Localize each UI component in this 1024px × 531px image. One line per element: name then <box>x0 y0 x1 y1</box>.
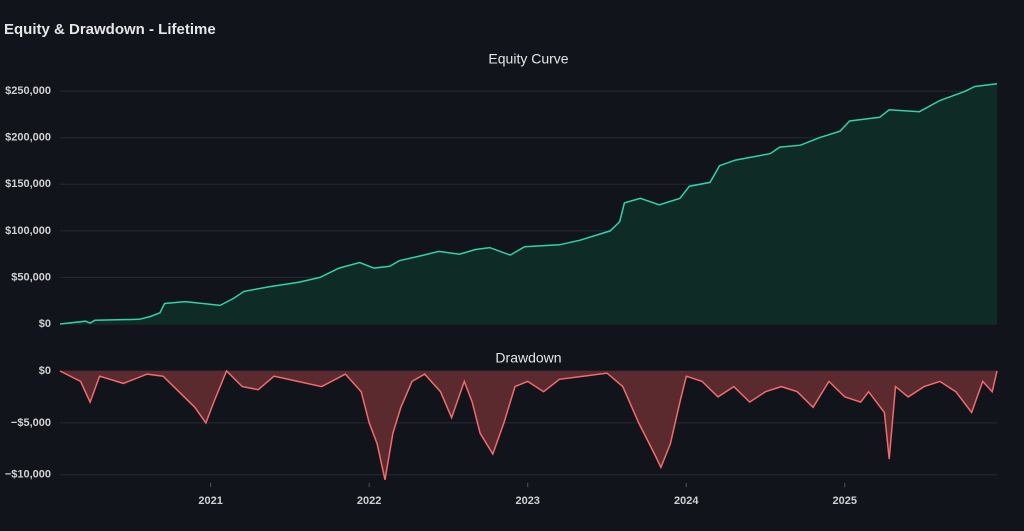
y-tick-label: $0 <box>39 318 51 330</box>
y-tick-label: $200,000 <box>5 132 51 144</box>
x-tick-label: 2023 <box>515 495 539 507</box>
subplot-title: Drawdown <box>495 350 561 366</box>
line <box>59 369 998 481</box>
line <box>59 82 998 325</box>
area-fill <box>60 371 997 480</box>
y-tick-label: −$10,000 <box>5 469 51 481</box>
x-tick-label: 2024 <box>674 495 699 507</box>
x-tick-label: 2025 <box>833 495 857 507</box>
y-tick-label: $50,000 <box>11 271 51 283</box>
area-fill <box>60 83 997 324</box>
x-tick-label: 2021 <box>198 495 222 507</box>
x-tick-label: 2022 <box>357 495 381 507</box>
y-tick-label: −$5,000 <box>11 417 51 429</box>
y-tick-label: $100,000 <box>5 225 51 237</box>
page-title: Equity & Drawdown - Lifetime <box>4 21 216 38</box>
y-tick-label: $0 <box>39 365 51 377</box>
subplot-title: Equity Curve <box>488 51 568 67</box>
y-tick-label: $250,000 <box>5 85 51 97</box>
y-tick-label: $150,000 <box>5 178 51 190</box>
